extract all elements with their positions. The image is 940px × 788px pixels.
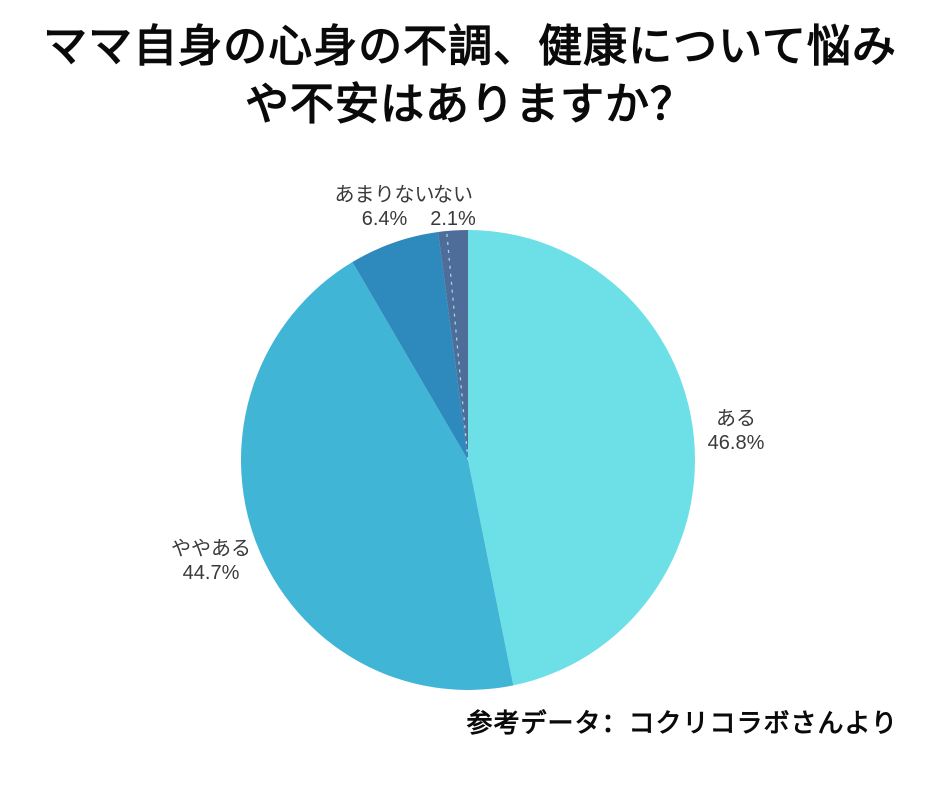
chart-title: ママ自身の心身の不調、健康について悩み や不安はありますか？ [0,18,940,134]
slice-label-nai-name: ない [433,184,473,206]
pie-slice-1 [240,262,514,691]
slice-divider-dashed-line [445,230,469,461]
slice-label-yayaaru-name: ややある [171,538,251,560]
chart-title-line1: ママ自身の心身の不調、健康について悩み [43,22,897,71]
pie-slice-3 [438,230,468,460]
slice-label-aru-name: ある [716,408,756,430]
chart-title-line2: や不安はありますか？ [245,80,695,129]
source-note: 参考データ：コクリコラボさんより [466,708,898,738]
slice-label-yayaaru-value: 44.7% [182,562,240,584]
slice-label-amarinai-value: 6.4% [361,208,408,230]
pie-slice-2 [352,232,468,460]
slice-label-aru-value: 46.8% [707,432,765,454]
slice-label-nai-value: 2.1% [430,208,476,230]
slice-label-yayaaru: ややある 44.7% [141,537,281,585]
slice-label-aru: ある 46.8% [666,407,806,455]
slice-label-nai: ない 2.1% [401,183,505,231]
slice-label-amarinai: あまりない 6.4% [312,183,457,231]
slice-label-amarinai-name: あまりない [334,184,435,206]
pie-slice-0 [468,230,696,686]
